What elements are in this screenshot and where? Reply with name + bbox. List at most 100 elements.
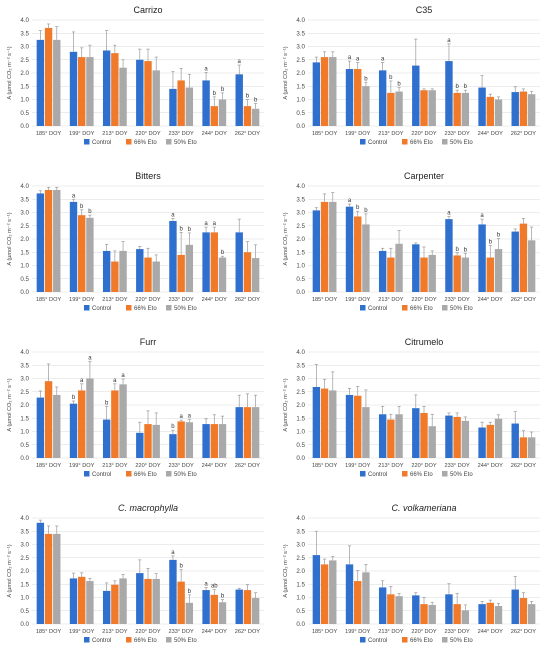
bar-66-eto xyxy=(144,257,152,292)
bar-50-eto xyxy=(53,533,61,624)
bar-50-eto xyxy=(527,94,536,126)
x-tick-label: 244° DOY xyxy=(478,463,504,469)
bar-66-eto xyxy=(111,390,119,458)
bar-66-eto xyxy=(320,201,329,292)
y-tick-label: 3.0 xyxy=(296,210,305,217)
x-tick-label: 185° DOY xyxy=(312,463,338,469)
significance-letter: a xyxy=(204,66,208,72)
bar-50-eto xyxy=(53,394,61,458)
bar-66-eto xyxy=(111,584,119,624)
bar-66-eto xyxy=(387,419,395,458)
y-axis-label: A (µmol CO₂ m⁻² s⁻¹) xyxy=(283,544,289,597)
legend-label: 66% Eto xyxy=(410,638,433,644)
bar-50-eto xyxy=(218,602,227,624)
legend-label: 66% Eto xyxy=(410,472,433,478)
chart-panel-6: Citrumelo 0.0 0.5 1.0 1.5 2.0 2.5 3.0 3.5 4.0 A (µ… xyxy=(283,337,540,478)
y-tick-label: 1.0 xyxy=(20,429,29,436)
significance-letter: a xyxy=(204,221,208,227)
significance-letter: b xyxy=(489,240,493,246)
chart-title: Bitters xyxy=(135,171,161,181)
y-axis-label: A (µmol CO₂ m⁻² s⁻¹) xyxy=(283,46,289,99)
bar-50-eto xyxy=(152,261,160,292)
y-tick-label: 0.5 xyxy=(20,442,29,449)
bar-control xyxy=(445,594,453,624)
significance-letter: b xyxy=(188,227,192,233)
bar-66-eto xyxy=(177,581,185,624)
bar-66-eto xyxy=(111,53,119,126)
chart-panel-7: C. macrophylla 0.0 0.5 1.0 1.5 2.0 2.5 3.0 3.5 4.… xyxy=(7,503,264,644)
y-tick-label: 2.0 xyxy=(20,236,29,243)
bar-50-eto xyxy=(329,57,337,126)
significance-letter: a xyxy=(447,38,451,44)
y-tick-label: 3.0 xyxy=(296,542,305,549)
x-tick-label: 262° DOY xyxy=(511,131,537,137)
bar-50-eto xyxy=(218,257,227,292)
legend-label: 50% Eto xyxy=(174,472,197,478)
significance-letter: a xyxy=(204,581,208,587)
y-tick-label: 4.0 xyxy=(20,515,29,522)
legend-label: 50% Eto xyxy=(174,638,197,644)
bar-66-eto xyxy=(78,215,86,292)
bar-50-eto xyxy=(86,57,94,126)
y-tick-label: 2.0 xyxy=(296,236,305,243)
bar-50-eto xyxy=(461,257,470,292)
legend-swatch xyxy=(442,471,448,477)
y-tick-label: 2.0 xyxy=(296,402,305,409)
y-tick-label: 4.0 xyxy=(296,349,305,356)
bar-control xyxy=(378,414,387,458)
bar-control xyxy=(36,397,45,458)
bar-66-eto xyxy=(387,594,395,624)
bar-control xyxy=(412,408,420,458)
x-tick-label: 220° DOY xyxy=(411,463,437,469)
bar-50-eto xyxy=(461,420,470,458)
y-tick-label: 4.0 xyxy=(20,17,29,24)
y-tick-label: 0.0 xyxy=(20,621,29,628)
bar-50-eto xyxy=(185,244,194,292)
legend-swatch xyxy=(166,305,172,311)
x-tick-label: 233° DOY xyxy=(445,463,471,469)
legend-swatch xyxy=(360,637,366,643)
significance-letter: a xyxy=(121,373,125,379)
legend-swatch xyxy=(360,139,366,145)
x-tick-label: 262° DOY xyxy=(511,297,537,303)
bar-control xyxy=(511,423,519,458)
x-tick-label: 199° DOY xyxy=(69,297,95,303)
legend-swatch xyxy=(84,305,90,311)
y-tick-label: 2.5 xyxy=(20,389,29,396)
bar-66-eto xyxy=(354,581,362,624)
y-tick-label: 3.5 xyxy=(20,362,29,369)
bar-50-eto xyxy=(185,87,194,126)
legend-swatch xyxy=(84,637,90,643)
x-tick-label: 185° DOY xyxy=(312,131,338,137)
significance-letter: a xyxy=(171,212,175,218)
chart-title: C. macrophylla xyxy=(118,503,178,513)
significance-letter: a xyxy=(113,378,117,384)
bar-66-eto xyxy=(144,61,152,127)
bar-50-eto xyxy=(395,414,403,458)
significance-letter: b xyxy=(88,209,92,215)
bar-66-eto xyxy=(519,91,528,126)
legend-label: 50% Eto xyxy=(174,140,197,146)
bar-control xyxy=(169,559,177,624)
x-tick-label: 213° DOY xyxy=(102,463,128,469)
bar-66-eto xyxy=(144,424,152,458)
bar-66-eto xyxy=(44,27,53,127)
bar-50-eto xyxy=(494,605,503,624)
x-tick-label: 220° DOY xyxy=(135,629,161,635)
bar-66-eto xyxy=(243,252,252,292)
bar-50-eto xyxy=(362,224,370,292)
x-tick-label: 199° DOY xyxy=(345,131,371,137)
bar-control xyxy=(169,220,177,292)
bar-50-eto xyxy=(185,602,194,624)
significance-letter: b xyxy=(254,97,258,103)
y-tick-label: 3.5 xyxy=(296,528,305,535)
y-tick-label: 4.0 xyxy=(20,349,29,356)
y-axis-label: A (µmol CO₂ m⁻² s⁻¹) xyxy=(7,544,13,597)
bar-control xyxy=(511,231,519,292)
y-tick-label: 1.5 xyxy=(20,581,29,588)
bar-66-eto xyxy=(420,257,428,292)
legend-label: 66% Eto xyxy=(134,638,157,644)
x-tick-label: 185° DOY xyxy=(312,629,338,635)
legend-label: 66% Eto xyxy=(410,306,433,312)
x-tick-label: 233° DOY xyxy=(169,629,195,635)
